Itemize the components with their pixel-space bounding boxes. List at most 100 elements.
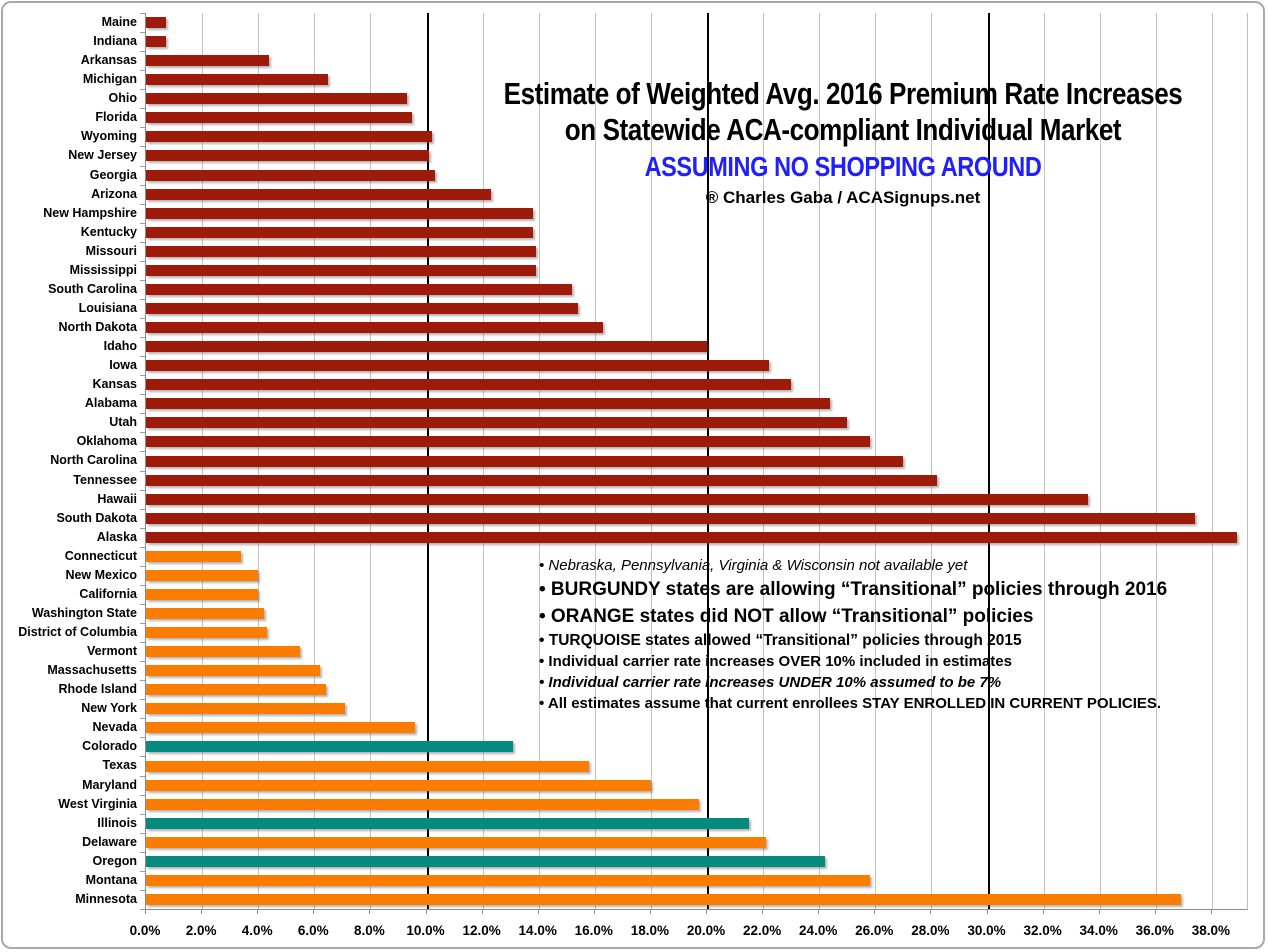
x-axis-tick	[762, 909, 764, 914]
state-label: Connecticut	[64, 548, 137, 563]
state-label: Wyoming	[80, 129, 137, 144]
state-bar	[146, 493, 1089, 505]
state-label: Ohio	[108, 91, 137, 106]
state-bar	[146, 55, 270, 67]
x-axis-tick	[481, 909, 483, 914]
state-bar	[146, 283, 573, 295]
state-bar	[146, 531, 1238, 543]
y-axis-tick	[140, 718, 145, 720]
x-axis-label: 8.0%	[354, 923, 385, 938]
y-axis-tick	[140, 13, 145, 14]
annotation-line: • ORANGE states did NOT allow “Transitio…	[539, 606, 1034, 627]
y-axis-tick	[140, 584, 145, 586]
x-axis-label: 34.0%	[1079, 923, 1118, 938]
state-bar	[146, 264, 536, 276]
state-label: Kansas	[92, 377, 137, 392]
y-axis-tick	[140, 127, 145, 129]
y-axis-tick	[140, 318, 145, 320]
chart-subtitle: ASSUMING NO SHOPPING AROUND	[644, 151, 1042, 182]
annotation-line: • Individual carrier rate increases UNDE…	[539, 674, 1002, 691]
state-label: Washington State	[31, 605, 137, 620]
state-bar	[146, 169, 435, 181]
y-axis-tick	[140, 737, 145, 739]
gridline-32pct	[1043, 13, 1045, 909]
y-axis-tick	[140, 279, 145, 281]
state-label: Montana	[85, 872, 137, 887]
x-axis-label: 4.0%	[241, 923, 273, 938]
x-axis-tick	[201, 909, 203, 914]
state-label: Rhode Island	[58, 682, 137, 697]
state-bar	[146, 855, 825, 867]
y-axis-tick	[140, 470, 145, 472]
state-label: South Carolina	[48, 281, 137, 296]
state-label: Arizona	[91, 186, 137, 201]
y-axis-tick	[140, 165, 145, 167]
state-bar	[146, 665, 320, 677]
x-axis-label: 0.0%	[129, 923, 161, 938]
state-label: Arkansas	[80, 53, 137, 68]
y-axis-tick	[140, 298, 145, 300]
state-bar	[146, 646, 301, 658]
state-bar	[146, 360, 769, 372]
y-axis-tick	[140, 260, 145, 262]
y-axis-tick	[140, 432, 145, 434]
x-axis-label: 6.0%	[297, 923, 329, 938]
x-axis-label: 2.0%	[185, 923, 217, 938]
state-label: Oregon	[92, 853, 137, 868]
state-bar	[146, 512, 1196, 524]
chart-title-line1: Estimate of Weighted Avg. 2016 Premium R…	[503, 76, 1183, 111]
y-axis-tick	[140, 184, 145, 186]
gridline-38pct	[1211, 13, 1213, 909]
state-bar	[146, 436, 870, 448]
x-axis-label: 32.0%	[1023, 923, 1062, 938]
state-label: Louisiana	[78, 300, 137, 315]
x-axis-tick	[706, 909, 707, 914]
x-axis-tick	[425, 909, 427, 914]
state-bar	[146, 36, 166, 48]
x-axis-tick	[369, 909, 371, 914]
gridline-30pct	[987, 13, 990, 909]
y-axis-tick	[140, 527, 145, 529]
state-label: Florida	[95, 110, 137, 125]
x-axis-tick	[930, 909, 932, 914]
state-bar	[146, 17, 166, 29]
state-bar	[146, 817, 750, 829]
x-axis-tick	[649, 909, 651, 914]
y-axis-tick	[140, 70, 145, 72]
x-axis-label: 20.0%	[686, 923, 726, 938]
state-bar	[146, 569, 259, 581]
x-axis-label: 14.0%	[518, 923, 557, 938]
x-axis-label: 26.0%	[855, 923, 894, 938]
state-bar	[146, 74, 329, 86]
y-axis-tick	[140, 489, 145, 491]
state-label: Iowa	[109, 358, 137, 373]
state-bar	[146, 455, 904, 467]
state-label: Mississippi	[69, 262, 137, 277]
y-axis-tick	[140, 89, 145, 91]
y-axis-tick	[140, 375, 145, 377]
state-bar	[146, 760, 590, 772]
state-bar	[146, 779, 651, 791]
y-axis-tick	[140, 603, 145, 605]
state-label: Kentucky	[80, 224, 137, 239]
state-bar	[146, 207, 534, 219]
annotation-line: • TURQUOISE states allowed “Transitional…	[539, 632, 1022, 649]
gridline-34pct	[1099, 13, 1101, 909]
y-axis-state-labels: Maine Indiana Arkansas Michigan Ohio Florida W…	[3, 13, 137, 909]
y-axis-tick	[140, 337, 145, 339]
gridline-36pct	[1155, 13, 1157, 909]
y-axis-tick	[140, 32, 145, 34]
x-axis-label: 22.0%	[742, 923, 782, 938]
state-label: Oklahoma	[76, 434, 137, 449]
state-bar	[146, 474, 937, 486]
x-axis-tick	[257, 909, 259, 914]
state-bar	[146, 93, 407, 105]
state-bar	[146, 608, 264, 619]
x-axis-label: 10.0%	[406, 923, 445, 938]
state-bar	[146, 150, 430, 162]
state-bar	[146, 302, 578, 314]
x-axis-label: 38.0%	[1191, 923, 1231, 938]
y-axis-tick	[140, 756, 145, 758]
state-bar	[146, 874, 870, 886]
y-axis-tick	[140, 832, 145, 834]
